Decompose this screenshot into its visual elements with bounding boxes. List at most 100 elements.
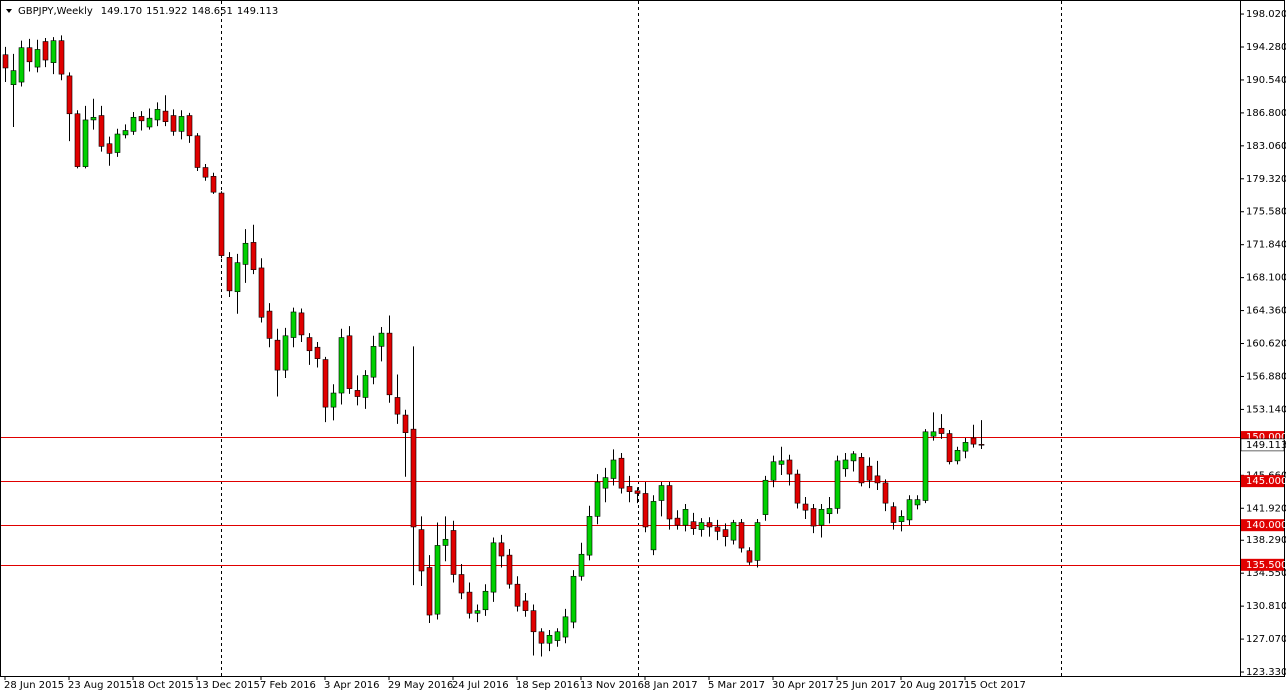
y-tick-label: 194.280 [1246,42,1286,53]
candle-body [226,257,233,292]
candle-body [250,242,257,270]
y-tick-label: 160.620 [1246,339,1286,350]
y-tick-label: 186.800 [1246,108,1286,119]
candle-body [802,503,809,511]
candle-body [170,115,177,132]
candle-body [938,427,945,434]
candle-body [738,522,745,549]
x-tick-label: 8 Jan 2017 [644,680,698,691]
candle-body [890,506,897,523]
candle-body [26,47,33,63]
x-tick-label: 15 Oct 2017 [964,680,1026,691]
candle-body [474,610,481,614]
candle-body [394,397,401,415]
candle-body [442,538,449,546]
y-tick-label: 198.020 [1246,9,1286,20]
header-value: 148.651 [192,6,233,17]
y-tick-label: 164.360 [1246,306,1286,317]
candle-body [722,529,729,537]
header-value: 149.113 [237,6,278,17]
candle-body [378,332,385,347]
y-tick-label: 130.810 [1246,601,1286,612]
candle-body [450,530,457,575]
level-label-box [1241,475,1284,488]
y-tick-label: 123.330 [1246,667,1286,678]
candle-body [546,634,553,644]
y-tick-label: 179.320 [1246,174,1286,185]
x-tick-label: 23 Aug 2015 [68,680,132,691]
candle-body [874,475,881,484]
candle-body [946,433,953,463]
candle-body [370,346,377,378]
candle-body [858,457,865,484]
candle-body [482,590,489,611]
candle-body [338,337,345,394]
candle-body [498,542,505,557]
candle-body [602,477,609,489]
candle-body [130,116,137,132]
candle-body [898,516,905,522]
candle-body [82,119,89,167]
candle-body [362,375,369,398]
candle-body [274,339,281,371]
candle-body [914,499,921,506]
candle-body [626,486,633,493]
header-value: 151.922 [146,6,187,17]
candle-body [818,509,825,526]
candle-body [2,54,9,69]
candle-body [466,591,473,614]
level-label: 140.000 [1246,520,1286,531]
candle-body [762,479,769,515]
candle-body [658,485,665,501]
candle-body [850,453,857,462]
current-price-box [1240,438,1285,452]
candle-body [866,465,873,481]
x-tick-label: 24 Jul 2016 [452,680,509,691]
x-tick-label: 13 Dec 2015 [196,680,260,691]
candle-body [154,109,161,121]
candle-body [18,47,25,83]
candle-body [778,460,785,465]
y-tick-label: 153.140 [1246,404,1286,415]
candle-body [202,167,209,178]
x-tick-label: 3 Apr 2016 [324,680,379,691]
candle-body [218,192,225,256]
candle-body [842,459,849,470]
candle-body [922,431,929,501]
collapse-icon [6,9,12,13]
x-tick-label: 13 Nov 2016 [580,680,644,691]
x-tick-label: 7 Feb 2016 [260,680,316,691]
x-tick-label: 28 Jun 2015 [4,680,64,691]
x-tick-label: 18 Oct 2015 [132,680,194,691]
candle-body [194,135,201,168]
candle-body [770,461,777,481]
x-tick-label: 30 Apr 2017 [772,680,834,691]
candle-body [834,460,841,509]
y-tick-label: 138.290 [1246,535,1286,546]
candle-body [514,583,521,607]
candle-body [690,521,697,530]
candle-body [522,600,529,611]
candle-body [50,40,57,63]
candle-body [434,545,441,615]
y-tick-label: 156.880 [1246,371,1286,382]
candle-body [586,516,593,556]
candle-body [410,428,417,528]
candle-body [730,522,737,541]
candle-body [106,143,113,154]
candle-body [642,493,649,528]
candle-body [330,392,337,408]
candle-body [618,457,625,489]
candle-body [714,526,721,532]
candle-body [674,517,681,526]
candle-body [650,501,657,551]
candle-body [906,499,913,521]
level-label: 150.000 [1246,432,1286,443]
candle-body [786,459,793,475]
candle-body [570,575,577,623]
candle-body [970,437,977,445]
level-label: 145.000 [1246,476,1286,487]
header-value: 149.170 [101,6,142,17]
candle-body [754,522,761,561]
